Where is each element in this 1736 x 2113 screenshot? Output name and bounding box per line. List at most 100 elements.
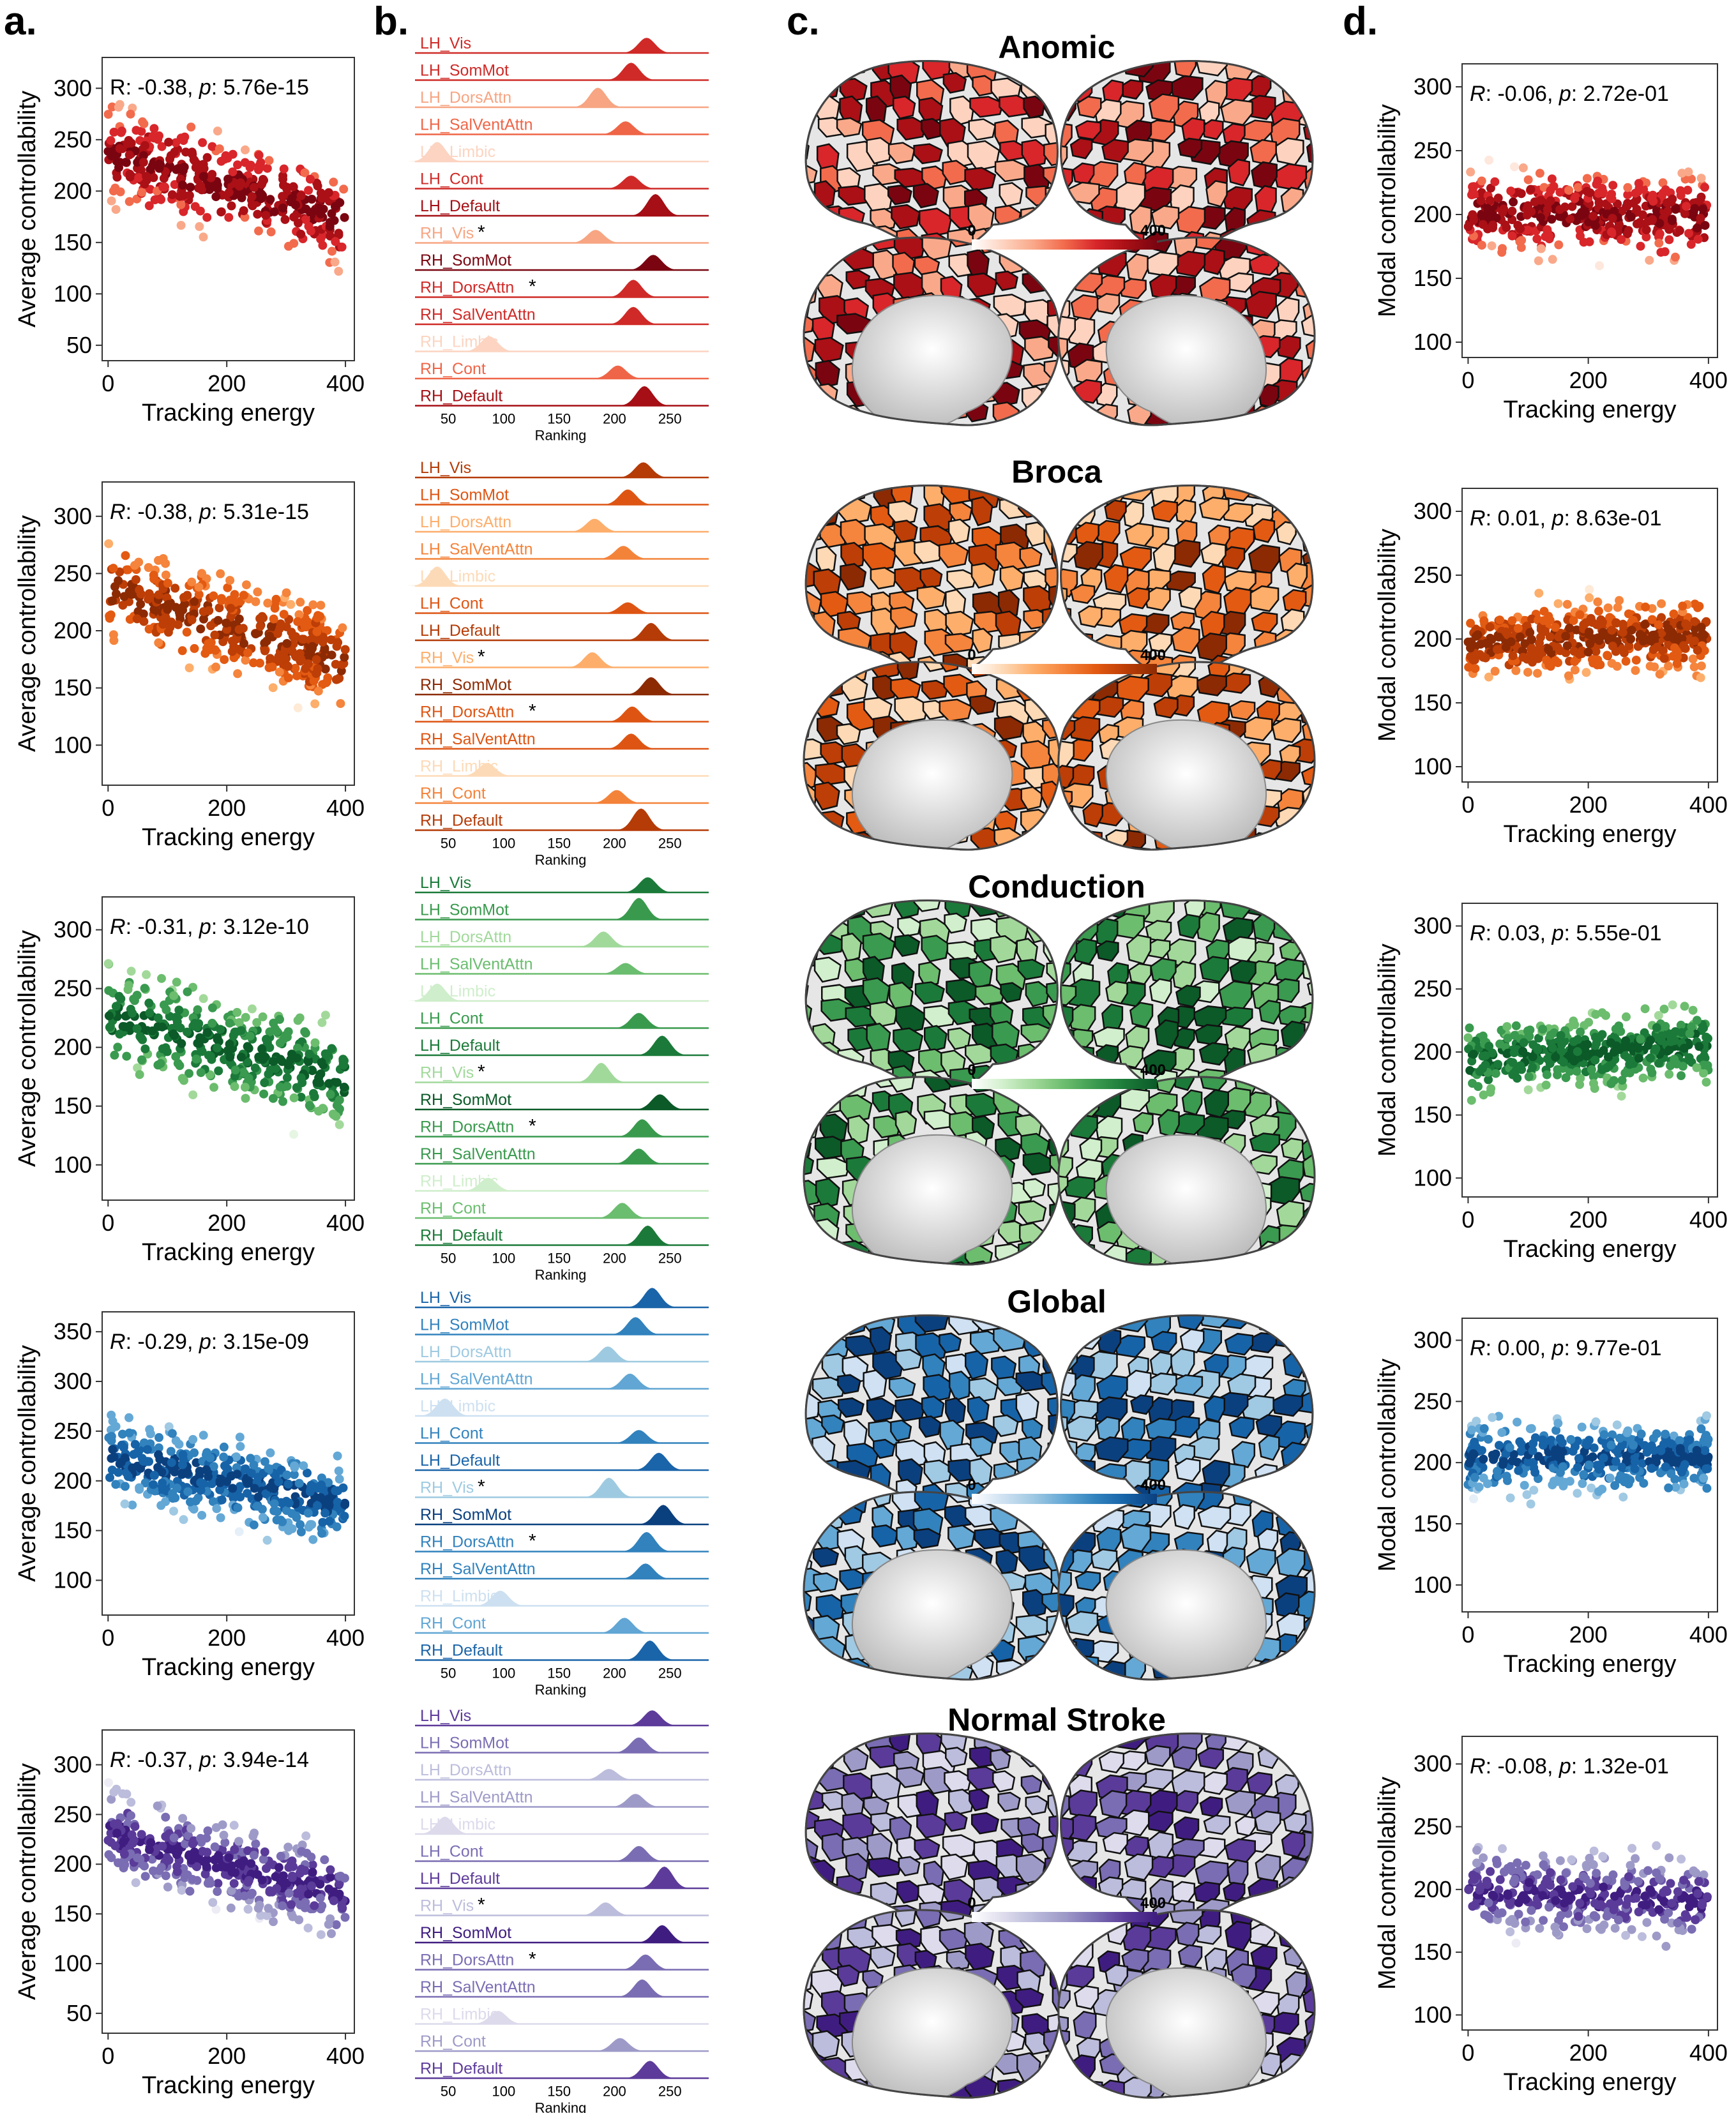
scatter-point — [1508, 1058, 1518, 1067]
scatter-point — [1469, 190, 1479, 199]
cortical-parcel — [1258, 383, 1279, 409]
scatter-point — [1624, 1053, 1633, 1063]
density-rh-cont — [587, 790, 646, 803]
scatter-point — [278, 203, 287, 213]
scatter-point — [139, 151, 148, 160]
x-tick-label: 200 — [1569, 367, 1608, 393]
network-label: RH_Default — [420, 1227, 502, 1245]
cortical-parcel — [916, 422, 944, 425]
y-tick-label: 350 — [54, 1318, 92, 1344]
scatter-point — [199, 1431, 208, 1440]
scatter-point — [330, 257, 340, 267]
scatter-point — [316, 209, 326, 219]
scatter-point — [254, 226, 263, 236]
colorbar — [972, 664, 1157, 674]
scatter-point — [251, 597, 260, 606]
cortical-parcel — [811, 1247, 838, 1265]
cortical-parcel — [1311, 188, 1313, 212]
x-tick-label: 200 — [208, 795, 246, 821]
network-label: RH_SalVentAttn — [420, 306, 536, 324]
density-rh-sommot — [624, 255, 683, 270]
cortical-parcel — [945, 429, 966, 456]
scatter-point — [144, 594, 153, 604]
scatter-point — [1564, 186, 1574, 195]
cortical-parcel — [1252, 1266, 1279, 1289]
scatter-point — [193, 1005, 202, 1014]
scatter-point — [329, 177, 338, 187]
cortical-parcel — [836, 1063, 859, 1087]
scatter-point — [236, 178, 245, 188]
density-rh-sommot — [634, 1505, 692, 1524]
scatter-point — [1582, 174, 1592, 183]
stats-label: R: -0.06, p: 2.72e-01 — [1470, 82, 1669, 106]
scatter-point — [140, 984, 149, 993]
cortical-parcel — [1058, 1244, 1074, 1265]
cortical-parcel — [1293, 426, 1325, 446]
cortical-parcel — [1023, 95, 1046, 119]
cortical-parcel — [812, 656, 836, 676]
cortical-parcel — [1025, 406, 1052, 425]
scatter-point — [1615, 220, 1624, 229]
scatter-point — [337, 243, 347, 252]
scatter-point — [219, 1442, 229, 1452]
cortical-parcel — [813, 826, 843, 848]
scatter-point — [123, 1471, 133, 1481]
y-tick-label: 200 — [1414, 201, 1452, 227]
scatter-point — [173, 1058, 183, 1068]
scatter-point — [142, 172, 151, 181]
scatter-point — [209, 1083, 218, 1092]
scatter-point — [220, 655, 229, 665]
data-points — [1463, 155, 1712, 271]
scatter-point — [230, 1065, 240, 1075]
network-label: RH_Limbic — [420, 1588, 498, 1605]
x-tick-label: 0 — [1461, 1207, 1474, 1233]
scatter-point — [324, 1079, 334, 1088]
scatter-point — [1477, 241, 1486, 250]
scatter-point — [1670, 643, 1679, 652]
scatter-point — [1692, 1063, 1702, 1072]
scatter-point — [286, 599, 296, 609]
scatter-point — [1598, 628, 1608, 637]
data-points — [104, 539, 350, 712]
scatter-point — [178, 180, 187, 190]
scatter-point — [226, 603, 236, 613]
stats-label: R: -0.38, p: 5.31e-15 — [110, 500, 309, 524]
cortical-parcel — [1200, 1261, 1222, 1265]
scatter-point — [1604, 1052, 1613, 1062]
cortical-parcel — [914, 539, 944, 564]
scatter-point — [135, 1483, 144, 1493]
stats-label: R: 0.03, p: 5.55e-01 — [1470, 921, 1662, 945]
scatter-point — [247, 1004, 257, 1014]
cortical-parcel — [1245, 423, 1274, 425]
cortical-parcel — [840, 518, 870, 549]
density-lh-dorsattn — [574, 931, 633, 947]
scatter-point — [1611, 618, 1620, 628]
cortical-parcel — [806, 1502, 814, 1506]
scatter-point — [144, 201, 154, 211]
cortical-parcel — [964, 167, 997, 192]
cortical-parcel — [813, 1682, 844, 1709]
cortical-parcel — [1311, 608, 1313, 632]
scatter-point — [158, 1044, 167, 1053]
scatter-point — [326, 635, 336, 645]
cortical-parcel — [806, 248, 811, 252]
scatter-point — [287, 193, 297, 203]
scatter-point — [256, 194, 266, 204]
stats-label: R: -0.38, p: 5.76e-15 — [110, 75, 309, 100]
scatter-point — [1581, 618, 1591, 628]
scatter-point — [1592, 620, 1602, 629]
scatter-point — [340, 213, 349, 222]
scatter-point — [1506, 637, 1516, 647]
scatter-point — [182, 628, 192, 637]
scatter-point — [240, 158, 250, 167]
colorbar-max-label: 400 — [1140, 1477, 1166, 1494]
cortical-parcel — [1070, 1655, 1099, 1676]
scatter-point — [316, 601, 326, 610]
cortical-parcel — [1244, 237, 1272, 257]
scatter-point — [146, 1429, 155, 1438]
scatter-point — [278, 192, 287, 201]
scatter-point — [249, 1520, 259, 1530]
cortical-parcel — [1152, 543, 1176, 573]
scatter-point — [155, 194, 165, 203]
scatter-point — [241, 145, 250, 154]
